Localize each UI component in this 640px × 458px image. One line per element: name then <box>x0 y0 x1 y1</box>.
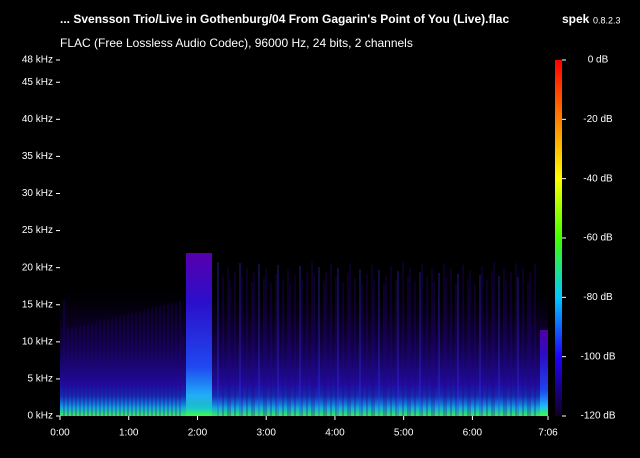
app-version: 0.8.2.3 <box>593 15 621 25</box>
y-tick-label: 48 kHz <box>22 55 53 66</box>
colorbar-tick-label: -120 dB <box>580 411 615 422</box>
spectral-haze <box>60 290 548 416</box>
y-tick-label: 25 kHz <box>22 225 53 236</box>
colorbar-tick-label: -20 dB <box>583 114 613 125</box>
spectral-edge <box>540 330 548 416</box>
x-tick-label: 7:06 <box>538 428 558 439</box>
x-tick-label: 2:00 <box>188 428 208 439</box>
x-tick-label: 6:00 <box>463 428 483 439</box>
spectrogram <box>60 60 548 416</box>
y-tick-label: 5 kHz <box>27 374 53 385</box>
y-tick-label: 20 kHz <box>22 262 53 273</box>
y-tick-label: 45 kHz <box>22 77 53 88</box>
x-tick-label: 3:00 <box>256 428 276 439</box>
y-tick-label: 10 kHz <box>22 336 53 347</box>
app-name: spek <box>562 12 590 26</box>
x-tick-label: 5:00 <box>394 428 414 439</box>
y-tick-label: 35 kHz <box>22 151 53 162</box>
x-tick-label: 0:00 <box>50 428 70 439</box>
x-tick-label: 1:00 <box>119 428 139 439</box>
colorbar-tick-label: 0 dB <box>588 55 609 66</box>
colorbar-tick-label: -60 dB <box>583 233 613 244</box>
y-tick-label: 15 kHz <box>22 299 53 310</box>
file-info: FLAC (Free Lossless Audio Codec), 96000 … <box>60 36 413 50</box>
low-frequency-band <box>60 396 548 416</box>
colorbar <box>555 60 562 416</box>
spectral-burst <box>186 253 212 416</box>
y-tick-label: 30 kHz <box>22 188 53 199</box>
x-tick-label: 4:00 <box>325 428 345 439</box>
y-tick-label: 40 kHz <box>22 114 53 125</box>
colorbar-tick-label: -40 dB <box>583 173 613 184</box>
y-tick-label: 0 kHz <box>27 411 53 422</box>
file-title: ... Svensson Trio/Live in Gothenburg/04 … <box>60 12 509 26</box>
colorbar-tick-label: -80 dB <box>583 292 613 303</box>
colorbar-tick-label: -100 dB <box>580 351 615 362</box>
